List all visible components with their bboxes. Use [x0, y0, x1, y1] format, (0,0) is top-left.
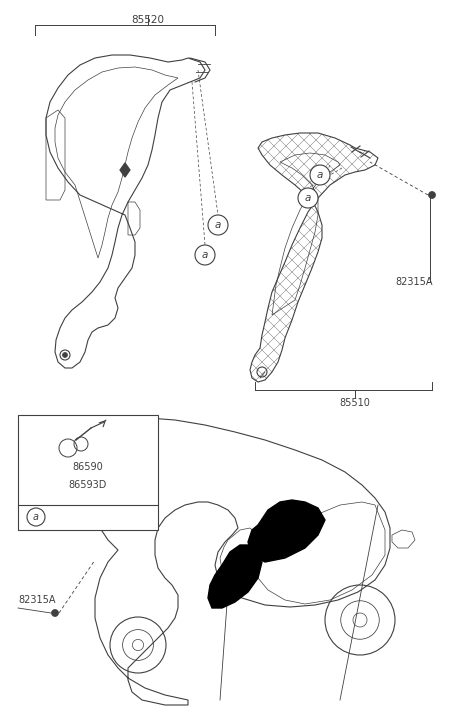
Text: 85520: 85520 [132, 15, 164, 25]
Circle shape [52, 610, 58, 616]
Text: 82315A: 82315A [395, 277, 432, 287]
Text: 85510: 85510 [339, 398, 370, 408]
Text: a: a [202, 250, 208, 260]
Text: a: a [33, 512, 39, 522]
Text: 86593D: 86593D [69, 480, 107, 490]
Circle shape [195, 245, 215, 265]
Text: a: a [305, 193, 311, 203]
Polygon shape [248, 500, 325, 562]
Circle shape [429, 192, 436, 198]
Text: 86590: 86590 [73, 462, 103, 472]
Circle shape [310, 165, 330, 185]
Text: a: a [317, 170, 323, 180]
Polygon shape [208, 545, 262, 608]
Circle shape [63, 353, 68, 357]
Circle shape [27, 508, 45, 526]
Circle shape [208, 215, 228, 235]
Text: 82315A: 82315A [18, 595, 55, 605]
Circle shape [298, 188, 318, 208]
Polygon shape [120, 163, 130, 177]
Text: a: a [215, 220, 221, 230]
Bar [18, 415, 158, 530]
